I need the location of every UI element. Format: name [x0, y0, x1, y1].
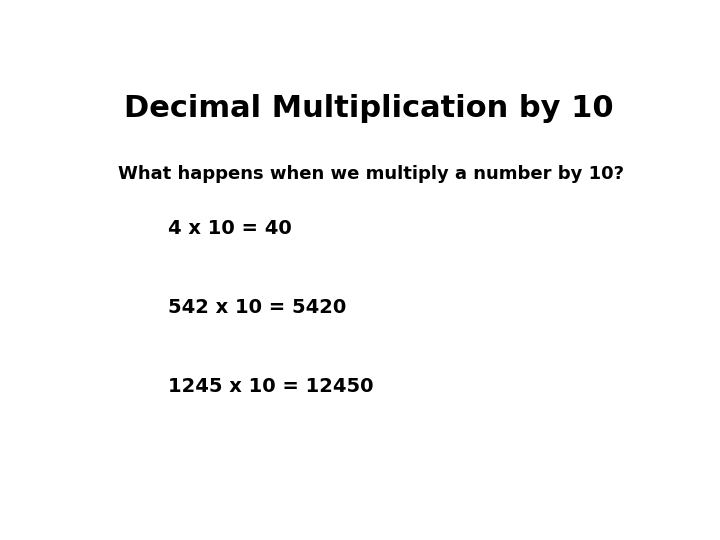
Text: 4 x 10 = 40: 4 x 10 = 40: [168, 219, 292, 238]
Text: Decimal Multiplication by 10: Decimal Multiplication by 10: [124, 94, 614, 123]
Text: What happens when we multiply a number by 10?: What happens when we multiply a number b…: [118, 165, 624, 183]
Text: 542 x 10 = 5420: 542 x 10 = 5420: [168, 298, 346, 316]
Text: 1245 x 10 = 12450: 1245 x 10 = 12450: [168, 377, 374, 396]
